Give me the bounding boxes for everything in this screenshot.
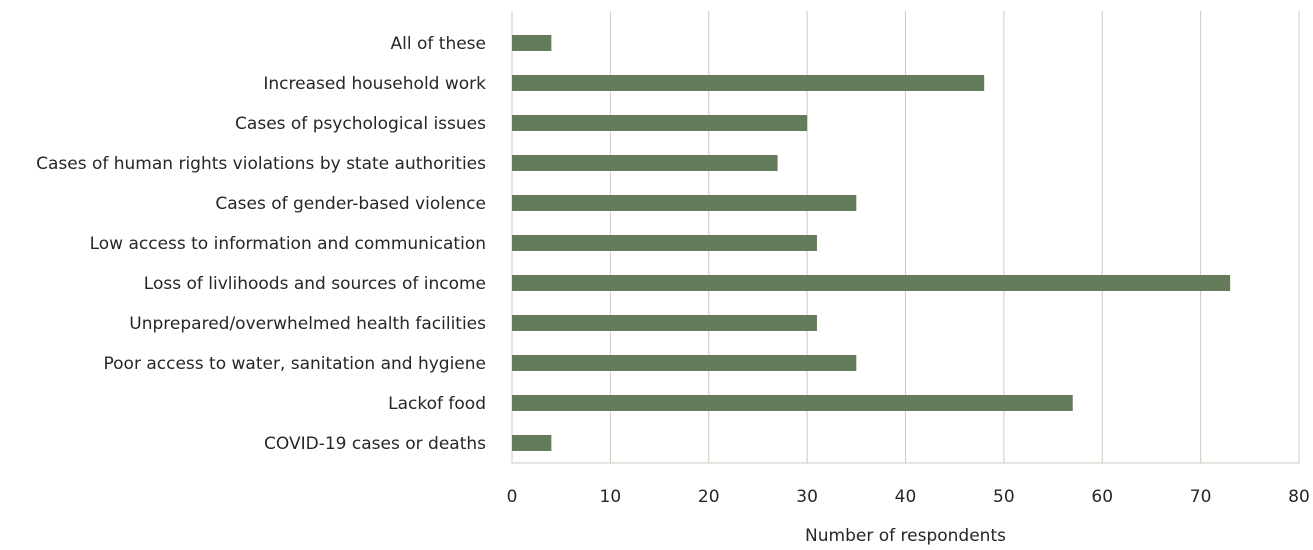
x-tick-label: 60	[1091, 487, 1113, 507]
x-tick-label: 10	[600, 487, 622, 507]
x-tick-label: 50	[993, 487, 1015, 507]
bar	[512, 35, 552, 51]
category-label: Loss of livlihoods and sources of income	[144, 274, 486, 294]
bar	[512, 235, 817, 251]
category-label: Cases of psychological issues	[235, 114, 486, 134]
bar	[512, 115, 808, 131]
category-label: Lackof food	[388, 394, 486, 414]
bar	[512, 195, 857, 211]
x-tick-label: 40	[895, 487, 917, 507]
category-labels: All of these Increased household work Case…	[36, 34, 486, 454]
category-label: Unprepared/overwhelmed health facilities	[129, 314, 486, 334]
bar	[512, 75, 985, 91]
category-label: Poor access to water, sanitation and hyg…	[104, 354, 487, 374]
x-tick-label: 20	[698, 487, 720, 507]
category-label: Increased household work	[263, 74, 486, 94]
bar	[512, 275, 1231, 291]
x-tick-label: 70	[1190, 487, 1212, 507]
bars	[512, 35, 1231, 451]
bar	[512, 395, 1073, 411]
bar	[512, 435, 552, 451]
x-tick-label: 80	[1288, 487, 1310, 507]
x-tick-label: 0	[507, 487, 518, 507]
category-label: COVID-19 cases or deaths	[264, 434, 486, 454]
category-label: Cases of gender-based violence	[215, 194, 486, 214]
x-tick-label: 30	[796, 487, 818, 507]
category-label: All of these	[391, 34, 486, 54]
bar	[512, 155, 778, 171]
bar	[512, 355, 857, 371]
x-axis-title: Number of respondents	[805, 526, 1006, 546]
bar	[512, 315, 817, 331]
category-label: Cases of human rights violations by stat…	[36, 154, 486, 174]
x-tick-labels: 0 10 20 30 40 50 60 70 80	[507, 487, 1310, 507]
category-label: Low access to information and communicat…	[90, 234, 486, 254]
